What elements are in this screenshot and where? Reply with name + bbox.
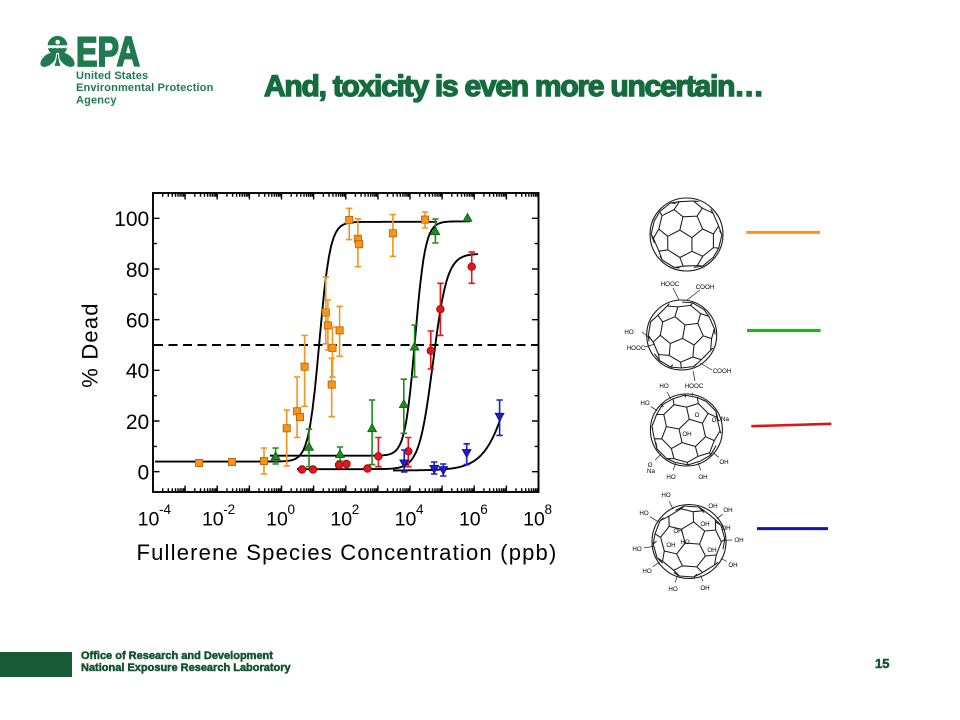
svg-text:HO: HO xyxy=(642,568,651,575)
svg-text:10: 10 xyxy=(395,509,417,531)
svg-text:HO: HO xyxy=(661,492,670,499)
svg-text:10: 10 xyxy=(459,509,481,531)
svg-text:OH: OH xyxy=(682,431,691,438)
svg-text:OH: OH xyxy=(734,537,743,544)
svg-text:COOH: COOH xyxy=(696,284,715,291)
svg-text:% Dead: % Dead xyxy=(78,302,103,387)
svg-text:OH: OH xyxy=(700,521,709,528)
svg-text:Na: Na xyxy=(721,416,729,423)
svg-text:100: 100 xyxy=(114,208,149,231)
svg-text:OH: OH xyxy=(708,503,717,510)
svg-text:4: 4 xyxy=(416,502,424,517)
svg-text:0: 0 xyxy=(138,462,150,485)
svg-text:OH: OH xyxy=(721,525,730,532)
svg-text:60: 60 xyxy=(126,310,149,333)
svg-text:Fullerene Species Concentratio: Fullerene Species Concentration (ppb) xyxy=(136,540,557,565)
svg-text:HO: HO xyxy=(632,546,641,553)
svg-text:HO: HO xyxy=(640,400,649,407)
svg-text:HOOC: HOOC xyxy=(661,281,680,288)
svg-text:O: O xyxy=(648,462,653,469)
svg-text:HOOC: HOOC xyxy=(685,383,704,390)
svg-text:2: 2 xyxy=(352,502,360,517)
svg-text:OH: OH xyxy=(707,547,716,554)
svg-text:OH: OH xyxy=(728,562,737,569)
svg-text:HOOC: HOOC xyxy=(627,345,646,352)
svg-text:OH: OH xyxy=(723,507,732,514)
svg-text:6: 6 xyxy=(480,502,488,517)
svg-text:O: O xyxy=(712,417,717,424)
svg-text:HO: HO xyxy=(666,474,675,481)
svg-text:8: 8 xyxy=(545,502,553,517)
svg-text:80: 80 xyxy=(126,259,149,282)
svg-text:OH: OH xyxy=(698,474,707,481)
svg-text:Environmental Protection: Environmental Protection xyxy=(76,82,214,94)
svg-text:United States: United States xyxy=(76,70,148,82)
svg-text:O: O xyxy=(695,412,700,419)
svg-text:-2: -2 xyxy=(223,502,235,517)
svg-text:HO: HO xyxy=(659,383,668,390)
svg-text:HO: HO xyxy=(680,539,689,546)
svg-text:-4: -4 xyxy=(159,502,171,517)
svg-text:10: 10 xyxy=(202,509,224,531)
svg-text:OH: OH xyxy=(673,528,682,535)
svg-text:HO: HO xyxy=(639,510,648,517)
svg-text:10: 10 xyxy=(138,509,160,531)
svg-text:20: 20 xyxy=(126,411,149,434)
svg-text:10: 10 xyxy=(266,509,288,531)
svg-text:0: 0 xyxy=(288,502,296,517)
svg-text:EPA: EPA xyxy=(76,28,140,75)
svg-text:10: 10 xyxy=(330,509,352,531)
svg-text:Na: Na xyxy=(647,468,655,475)
svg-text:Agency: Agency xyxy=(76,94,117,106)
svg-text:COOH: COOH xyxy=(713,368,732,375)
svg-text:HO: HO xyxy=(668,586,677,593)
svg-text:10: 10 xyxy=(523,509,545,531)
svg-text:40: 40 xyxy=(126,360,149,383)
svg-text:OH: OH xyxy=(719,459,728,466)
svg-text:OH: OH xyxy=(666,542,675,549)
svg-text:OH: OH xyxy=(700,585,709,592)
svg-text:HO: HO xyxy=(624,329,633,336)
